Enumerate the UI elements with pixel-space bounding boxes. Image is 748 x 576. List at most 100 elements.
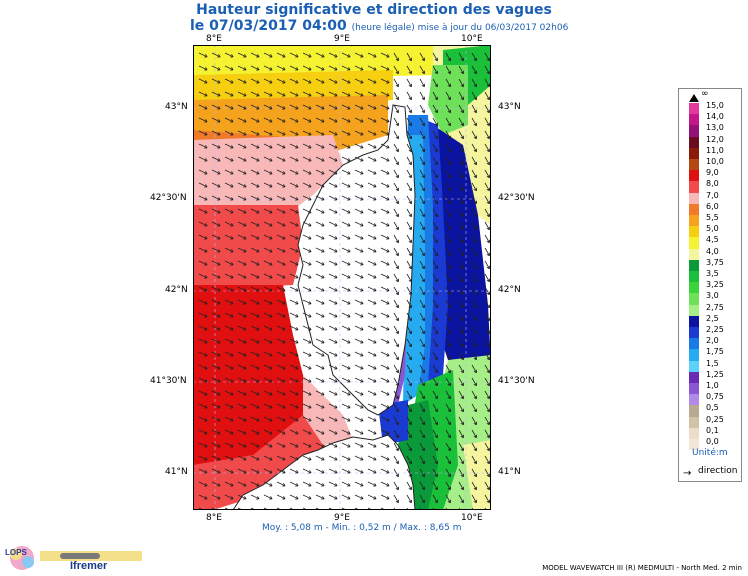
direction-arrow [484, 247, 490, 257]
direction-arrow [315, 234, 325, 240]
direction-arrow [445, 273, 451, 283]
legend-label: 13,0 [706, 123, 724, 133]
direction-arrow [237, 195, 247, 201]
direction-arrow [367, 104, 377, 110]
legend-label: 0,25 [706, 414, 724, 424]
direction-arrow [276, 442, 286, 448]
direction-arrow [250, 117, 260, 123]
direction-arrow [263, 91, 273, 97]
direction-arrow [393, 52, 399, 62]
direction-arrow [471, 325, 477, 335]
direction-arrow [367, 169, 377, 175]
direction-arrow [237, 65, 247, 71]
direction-arrow [289, 286, 299, 292]
direction-arrow [237, 52, 247, 58]
direction-arrow [224, 312, 234, 318]
direction-arrow [263, 299, 273, 305]
direction-arrow [432, 117, 438, 127]
direction-arrow [198, 468, 208, 474]
direction-arrow [341, 195, 351, 201]
direction-arrow [224, 455, 234, 461]
direction-arrow [484, 130, 490, 140]
direction-arrow [393, 104, 399, 114]
direction-arrow [471, 182, 477, 192]
band-yellow-se [463, 440, 491, 510]
direction-arrow [315, 169, 325, 175]
direction-arrow [393, 195, 399, 205]
direction-arrow [445, 286, 451, 296]
direction-arrow [276, 247, 286, 253]
direction-arrow [419, 65, 425, 75]
lat-label-left-43: 43°N [165, 102, 188, 112]
direction-arrow [458, 130, 464, 140]
direction-arrow [276, 221, 286, 227]
direction-arrow [224, 403, 234, 409]
direction-arrow [276, 65, 286, 71]
direction-arrow [289, 364, 299, 370]
direction-arrow [393, 312, 399, 322]
direction-arrow [432, 390, 438, 400]
corsica-land [297, 104, 416, 416]
direction-arrow [289, 169, 299, 175]
lat-label-right-4230: 42°30'N [498, 193, 535, 203]
direction-arrow [367, 143, 377, 149]
direction-arrow [484, 299, 490, 309]
direction-arrow [484, 312, 490, 322]
direction-arrow [276, 260, 286, 266]
direction-arrow [341, 416, 351, 422]
direction-arrow [445, 104, 451, 114]
direction-arrow [276, 91, 286, 97]
direction-arrow [419, 312, 425, 322]
direction-arrow [315, 390, 325, 396]
direction-arrow [380, 481, 390, 487]
direction-arrow [419, 325, 425, 335]
direction-arrow [406, 273, 412, 283]
direction-arrow [328, 169, 338, 175]
wave-height-field [193, 45, 491, 510]
direction-arrow [302, 195, 312, 201]
direction-arrow [354, 325, 364, 331]
direction-arrow [224, 429, 234, 435]
direction-arrow [406, 442, 412, 452]
direction-arrow [458, 416, 464, 426]
direction-arrow [432, 468, 438, 478]
direction-arrow [393, 286, 399, 296]
direction-arrow [250, 351, 260, 357]
direction-arrow [289, 195, 299, 201]
direction-arrow [250, 312, 260, 318]
direction-arrow [211, 247, 221, 253]
direction-arrow [237, 234, 247, 240]
direction-arrow [354, 299, 364, 305]
direction-arrow [211, 325, 221, 331]
direction-arrow [484, 78, 490, 88]
direction-arrow [341, 468, 351, 474]
band-red-light-south [193, 415, 333, 510]
direction-arrow [367, 78, 377, 84]
direction-arrow [211, 390, 221, 396]
direction-arrow [354, 117, 364, 123]
direction-arrow [445, 364, 451, 374]
legend-label: 7,0 [706, 190, 719, 200]
direction-arrow [250, 338, 260, 344]
direction-arrow [341, 247, 351, 253]
direction-arrow [354, 221, 364, 227]
direction-arrow [354, 286, 364, 292]
direction-arrow [341, 234, 351, 240]
direction-arrow [263, 416, 273, 422]
direction-arrow [302, 156, 312, 162]
direction-arrow [315, 312, 325, 318]
direction-arrow [445, 468, 451, 478]
direction-arrow [393, 156, 399, 166]
direction-arrow [302, 143, 312, 149]
direction-arrow [393, 390, 399, 400]
direction-arrow [224, 169, 234, 175]
direction-arrow [367, 416, 377, 422]
direction-arrow [458, 403, 464, 413]
direction-arrow [380, 234, 390, 240]
direction-arrow [367, 234, 377, 240]
direction-arrow [432, 429, 438, 439]
direction-arrow [328, 156, 338, 162]
direction-arrow [432, 130, 438, 140]
direction-arrow [445, 377, 451, 387]
direction-arrow [380, 104, 390, 110]
